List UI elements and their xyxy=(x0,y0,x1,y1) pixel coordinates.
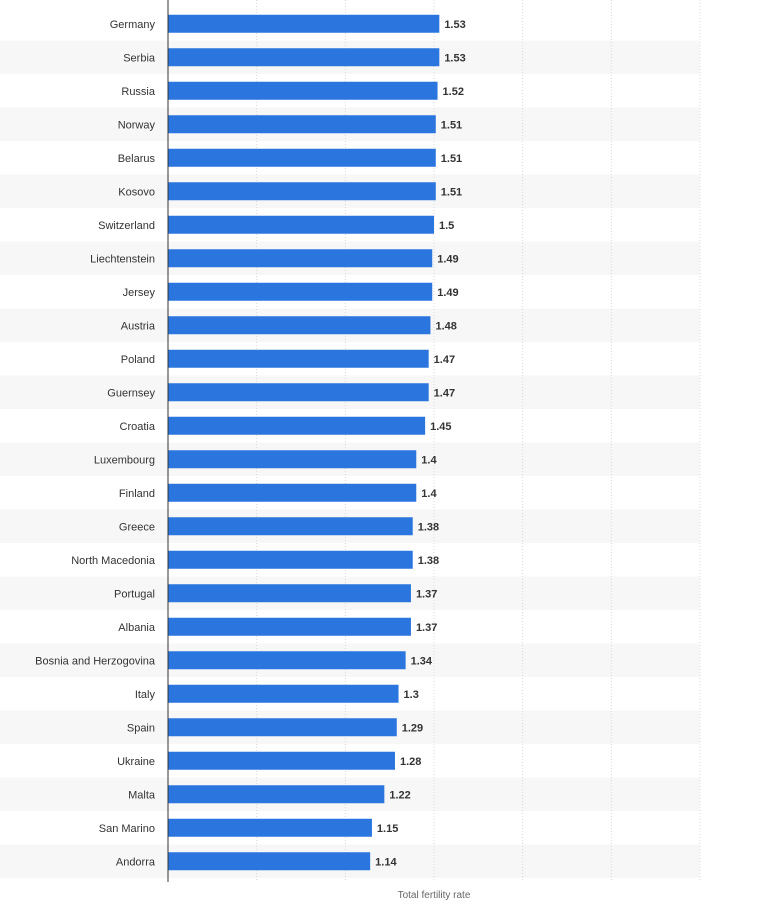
category-label: North Macedonia xyxy=(71,555,156,567)
bar[interactable] xyxy=(168,148,436,167)
category-label: San Marino xyxy=(99,823,155,835)
bars xyxy=(168,14,440,871)
value-label: 1.34 xyxy=(411,655,433,667)
value-label: 1.51 xyxy=(441,119,462,131)
value-label: 1.53 xyxy=(444,52,465,64)
bar[interactable] xyxy=(168,684,399,703)
category-label: Italy xyxy=(135,689,156,701)
bar[interactable] xyxy=(168,550,413,569)
value-label: 1.3 xyxy=(404,689,419,701)
category-label: Greece xyxy=(119,521,155,533)
category-label: Poland xyxy=(121,354,155,366)
bar[interactable] xyxy=(168,81,438,100)
value-label: 1.45 xyxy=(430,421,451,433)
bar[interactable] xyxy=(168,182,436,201)
x-axis-title: Total fertility rate xyxy=(398,890,471,901)
category-label: Russia xyxy=(121,86,156,98)
category-label: Jersey xyxy=(123,287,156,299)
value-label: 1.37 xyxy=(416,622,437,634)
bar[interactable] xyxy=(168,14,440,33)
bar[interactable] xyxy=(168,48,440,67)
bar[interactable] xyxy=(168,785,385,804)
bar[interactable] xyxy=(168,316,431,335)
category-label: Ukraine xyxy=(117,756,155,768)
value-label: 1.5 xyxy=(439,220,454,232)
category-label: Portugal xyxy=(114,588,155,600)
category-label: Spain xyxy=(127,722,155,734)
bar[interactable] xyxy=(168,282,433,301)
category-label: Finland xyxy=(119,488,155,500)
category-label: Albania xyxy=(118,622,156,634)
bar[interactable] xyxy=(168,215,434,234)
category-label: Malta xyxy=(128,789,156,801)
value-label: 1.52 xyxy=(443,86,464,98)
category-label: Norway xyxy=(118,119,156,131)
bar[interactable] xyxy=(168,483,417,502)
bar[interactable] xyxy=(168,651,406,670)
bar[interactable] xyxy=(168,450,417,469)
bar[interactable] xyxy=(168,617,411,636)
bar[interactable] xyxy=(168,584,411,603)
value-label: 1.47 xyxy=(434,387,455,399)
bar[interactable] xyxy=(168,115,436,134)
value-label: 1.51 xyxy=(441,153,462,165)
value-label: 1.49 xyxy=(437,287,458,299)
category-label: Switzerland xyxy=(98,220,155,232)
bar[interactable] xyxy=(168,383,429,402)
bar[interactable] xyxy=(168,818,372,837)
bar[interactable] xyxy=(168,517,413,536)
category-label: Austria xyxy=(121,320,156,332)
category-label: Kosovo xyxy=(118,186,155,198)
bar[interactable] xyxy=(168,751,395,770)
value-label: 1.47 xyxy=(434,354,455,366)
bar[interactable] xyxy=(168,416,426,435)
category-label: Belarus xyxy=(118,153,156,165)
value-label: 1.22 xyxy=(389,789,410,801)
value-label: 1.29 xyxy=(402,722,423,734)
bar[interactable] xyxy=(168,349,429,368)
category-label: Germany xyxy=(110,19,156,31)
value-label: 1.14 xyxy=(375,856,397,868)
value-label: 1.38 xyxy=(418,521,439,533)
value-label: 1.15 xyxy=(377,823,398,835)
category-labels: Germany Serbia Russia Norway Belarus Kosovo Sw… xyxy=(35,19,156,869)
value-label: 1.4 xyxy=(421,488,437,500)
value-label: 1.48 xyxy=(435,320,456,332)
category-label: Bosnia and Herzogovina xyxy=(35,655,156,667)
value-label: 1.49 xyxy=(437,253,458,265)
category-label: Liechtenstein xyxy=(90,253,155,265)
value-label: 1.37 xyxy=(416,588,437,600)
value-label: 1.51 xyxy=(441,186,462,198)
value-label: 1.4 xyxy=(421,454,437,466)
category-label: Serbia xyxy=(123,52,156,64)
value-label: 1.38 xyxy=(418,555,439,567)
bar[interactable] xyxy=(168,718,397,737)
category-label: Guernsey xyxy=(107,387,155,399)
category-label: Croatia xyxy=(120,421,156,433)
bar[interactable] xyxy=(168,852,371,871)
category-label: Luxembourg xyxy=(94,454,155,466)
value-labels: 1.53 1.53 1.52 1.51 1.51 1.51 1.5 1.49 1.49 1.48 1… xyxy=(375,19,466,869)
value-label: 1.53 xyxy=(444,19,465,31)
bar[interactable] xyxy=(168,249,433,268)
category-label: Andorra xyxy=(116,856,156,868)
value-label: 1.28 xyxy=(400,756,421,768)
